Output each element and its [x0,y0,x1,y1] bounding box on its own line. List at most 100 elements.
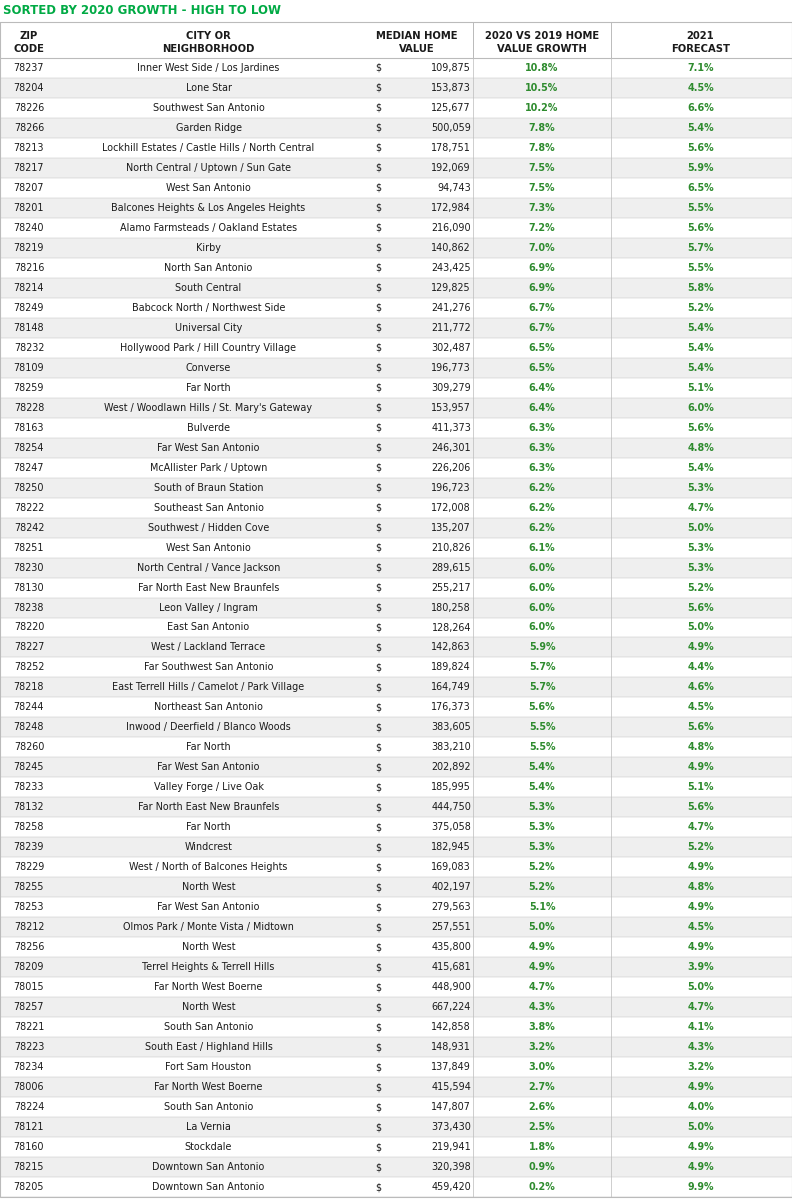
Text: 5.1%: 5.1% [529,902,555,913]
Text: CODE: CODE [13,44,44,54]
Bar [0,858,792,877]
Text: 78163: 78163 [13,423,44,432]
Text: 5.6%: 5.6% [687,802,714,812]
Text: North West: North West [181,943,235,952]
Text: 140,862: 140,862 [432,243,471,253]
Text: 78234: 78234 [13,1062,44,1072]
Text: 4.7%: 4.7% [687,823,714,832]
Text: 6.5%: 6.5% [529,363,555,372]
Text: 78224: 78224 [13,1103,44,1112]
Text: 5.3%: 5.3% [529,842,555,853]
Text: $: $ [375,303,381,312]
Text: 78251: 78251 [13,543,44,552]
Text: Babcock North / Northwest Side: Babcock North / Northwest Side [131,303,285,312]
Bar [0,1097,792,1117]
Text: $: $ [375,203,381,213]
Text: $: $ [375,342,381,353]
Text: 246,301: 246,301 [432,443,471,453]
Text: 279,563: 279,563 [432,902,471,913]
Text: 4.5%: 4.5% [687,703,714,712]
Text: North San Antonio: North San Antonio [164,263,253,273]
Bar [0,178,792,198]
Bar [0,918,792,937]
Text: 4.9%: 4.9% [687,862,714,872]
Text: 78237: 78237 [13,62,44,73]
Text: 78207: 78207 [13,183,44,193]
Text: 6.4%: 6.4% [528,402,555,413]
Text: 4.4%: 4.4% [687,663,714,673]
Text: 78130: 78130 [13,582,44,592]
Text: $: $ [375,282,381,293]
Text: 210,826: 210,826 [432,543,471,552]
Text: 78244: 78244 [13,703,44,712]
Text: 172,008: 172,008 [432,502,471,513]
Text: 78201: 78201 [13,203,44,213]
Text: 129,825: 129,825 [432,282,471,293]
Bar [0,418,792,437]
Text: 78221: 78221 [13,1022,44,1032]
Text: $: $ [375,243,381,253]
Bar [0,1057,792,1077]
Text: 5.6%: 5.6% [529,703,555,712]
Bar [0,1177,792,1197]
Text: 78215: 78215 [13,1163,44,1172]
Text: Far North East New Braunfels: Far North East New Braunfels [138,582,280,592]
Text: 5.2%: 5.2% [529,862,555,872]
Text: 5.5%: 5.5% [529,742,555,752]
Text: West San Antonio: West San Antonio [166,183,251,193]
Text: 78132: 78132 [13,802,44,812]
Text: 5.0%: 5.0% [687,622,714,633]
Text: $: $ [375,742,381,752]
Bar [0,458,792,478]
Text: $: $ [375,183,381,193]
Text: $: $ [375,263,381,273]
Text: Far North East New Braunfels: Far North East New Braunfels [138,802,280,812]
Text: 4.3%: 4.3% [528,1002,555,1012]
Text: $: $ [375,103,381,113]
Text: Far West San Antonio: Far West San Antonio [158,443,260,453]
Text: $: $ [375,1042,381,1052]
Text: 5.4%: 5.4% [687,462,714,473]
Text: Terrel Heights & Terrell Hills: Terrel Heights & Terrell Hills [143,962,275,972]
Text: Southeast San Antonio: Southeast San Antonio [154,502,264,513]
Text: Universal City: Universal City [175,323,242,333]
Text: Southwest San Antonio: Southwest San Antonio [153,103,265,113]
Text: 94,743: 94,743 [437,183,471,193]
Text: 5.2%: 5.2% [687,842,714,853]
Text: 2020 VS 2019 HOME: 2020 VS 2019 HOME [485,31,599,41]
Text: 4.3%: 4.3% [687,1042,714,1052]
Bar [0,698,792,717]
Text: 78015: 78015 [13,982,44,992]
Text: 153,957: 153,957 [431,402,471,413]
Text: 500,059: 500,059 [431,123,471,133]
Text: 6.2%: 6.2% [528,502,555,513]
Text: 78160: 78160 [13,1142,44,1152]
Text: $: $ [375,323,381,333]
Text: 459,420: 459,420 [432,1182,471,1193]
Text: Southwest / Hidden Cove: Southwest / Hidden Cove [148,522,269,532]
Text: 78255: 78255 [13,883,44,892]
Text: $: $ [375,383,381,393]
Text: Fort Sam Houston: Fort Sam Houston [166,1062,252,1072]
Text: 5.2%: 5.2% [687,582,714,592]
Text: 383,210: 383,210 [432,742,471,752]
Bar [0,298,792,318]
Text: 3.2%: 3.2% [528,1042,555,1052]
Text: North West: North West [181,883,235,892]
Text: $: $ [375,462,381,473]
Text: 4.9%: 4.9% [687,1142,714,1152]
Bar [0,98,792,118]
Text: South San Antonio: South San Antonio [164,1103,253,1112]
Text: 5.4%: 5.4% [687,323,714,333]
Text: 78266: 78266 [14,123,44,133]
Bar [0,378,792,398]
Text: $: $ [375,163,381,173]
Text: VALUE: VALUE [399,44,435,54]
Bar [0,638,792,657]
Text: 373,430: 373,430 [431,1122,471,1133]
Text: 4.7%: 4.7% [687,1002,714,1012]
Text: FORECAST: FORECAST [671,44,730,54]
Text: 7.5%: 7.5% [529,163,555,173]
Bar [0,1017,792,1038]
Text: 4.9%: 4.9% [529,962,555,972]
